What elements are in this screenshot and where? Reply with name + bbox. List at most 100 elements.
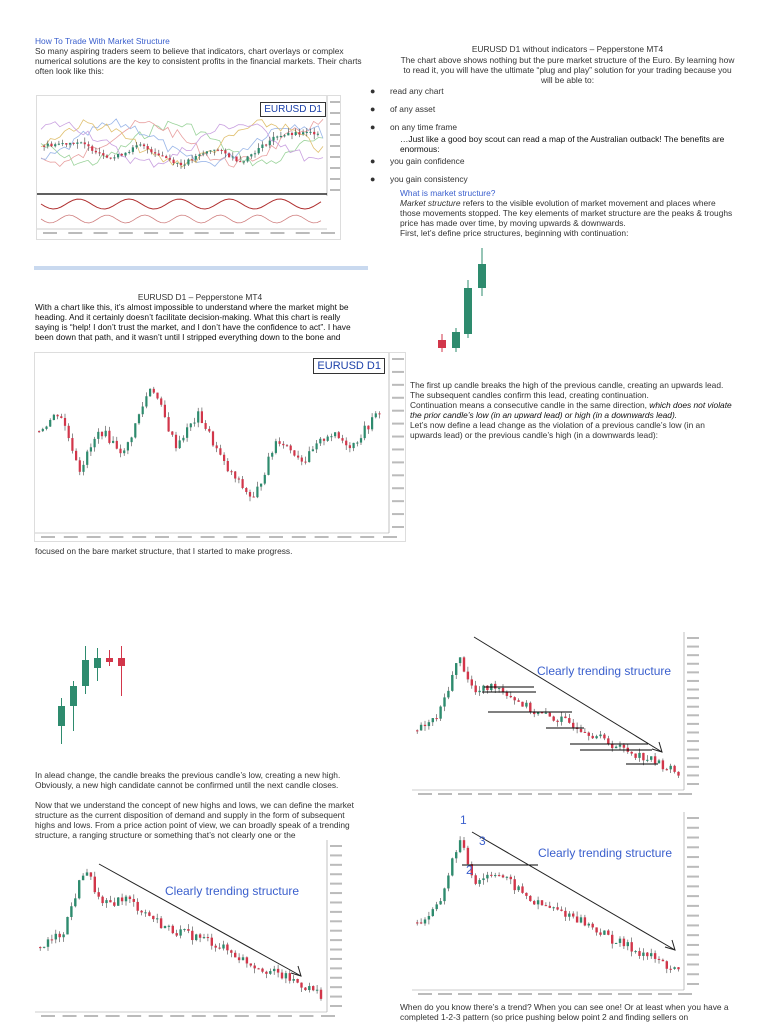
candle-body — [100, 431, 104, 437]
candle-body — [313, 131, 316, 135]
candle-body — [447, 690, 450, 698]
candle-body — [226, 944, 229, 951]
candle-body — [137, 414, 141, 424]
candle-body — [72, 142, 75, 144]
price-tick-label — [392, 448, 404, 451]
time-tick-label — [321, 1015, 335, 1017]
candle-body — [521, 886, 524, 893]
candle-body — [326, 436, 329, 441]
time-tick-label — [337, 536, 352, 538]
candle-body — [525, 702, 528, 707]
candle-body — [152, 388, 155, 393]
candle-body — [257, 968, 260, 970]
candle-body — [272, 136, 275, 141]
candle-body — [439, 901, 442, 905]
candle-body — [540, 900, 544, 906]
candle-body — [630, 942, 633, 952]
time-tick-label — [558, 993, 572, 995]
candle-body — [235, 156, 238, 162]
price-tick-label — [392, 461, 404, 464]
candle-body — [75, 450, 78, 461]
candle-body — [494, 875, 497, 877]
candle-body — [638, 752, 641, 758]
candle-body — [552, 716, 555, 721]
candle-body — [278, 441, 281, 444]
candle-body — [112, 440, 115, 443]
time-tick-label — [109, 536, 124, 538]
candle-body — [118, 658, 125, 666]
indicator-line — [40, 121, 324, 168]
indicator-line — [40, 119, 324, 168]
candle-body — [283, 135, 286, 137]
candle-body — [673, 967, 676, 969]
candle-body — [78, 880, 81, 899]
price-tick-label — [687, 714, 699, 717]
candle-body — [209, 150, 212, 152]
candle-body — [552, 907, 555, 909]
time-tick-label — [518, 793, 532, 795]
definition-paragraph: Market structure refers to the visible e… — [400, 198, 733, 228]
candle-body — [172, 159, 175, 164]
candle-body — [587, 923, 590, 926]
candle-body — [268, 140, 271, 146]
candle-body — [464, 288, 472, 334]
price-tick-label — [330, 873, 342, 876]
section-heading-market-structure[interactable]: What is market structure? — [400, 188, 496, 198]
candle-body — [54, 144, 57, 147]
candle-body — [661, 760, 665, 770]
price-tick-label — [687, 875, 699, 878]
price-tick-label — [687, 856, 699, 859]
candle-body — [46, 143, 49, 146]
candle-body — [80, 142, 83, 144]
candle-body — [274, 441, 277, 453]
candle-body — [124, 152, 127, 156]
continuation-candles — [438, 248, 486, 352]
price-tick-label — [330, 882, 342, 885]
candle-body — [458, 657, 462, 664]
time-tick-label — [658, 993, 672, 995]
candle-body — [131, 147, 134, 152]
price-tick-label — [392, 383, 404, 386]
candle-body — [568, 718, 571, 723]
candle-body — [634, 753, 637, 758]
scout-quote: …Just like a good boy scout can read a m… — [400, 134, 725, 154]
trend-arrowhead — [290, 965, 302, 977]
candle-body — [241, 479, 244, 489]
candle-body — [234, 471, 237, 479]
time-tick-label — [41, 1015, 55, 1017]
candle-body — [265, 971, 268, 974]
candle-body — [451, 858, 454, 876]
time-tick-label — [270, 232, 285, 234]
candle-body — [57, 143, 60, 145]
candle-body — [189, 423, 192, 428]
candle-body — [159, 918, 163, 929]
article-heading[interactable]: How To Trade With Market Structure — [35, 36, 170, 46]
candle-body — [455, 663, 458, 675]
price-tick-label — [330, 101, 340, 103]
candle-body — [296, 978, 299, 983]
candle-body — [290, 132, 294, 136]
candle-body — [312, 986, 315, 991]
time-tick-label — [418, 993, 432, 995]
candle-body — [253, 153, 257, 155]
time-tick-label — [438, 993, 452, 995]
price-tick-label — [330, 167, 340, 169]
candle-body — [560, 909, 563, 911]
candle-body — [486, 874, 489, 879]
candle-body — [214, 945, 217, 948]
price-tick-label — [687, 722, 699, 725]
time-tick-label — [418, 793, 432, 795]
candle-body — [544, 905, 548, 907]
price-tick-label — [687, 748, 699, 751]
price-tick-label — [330, 863, 342, 866]
candle-body — [435, 904, 438, 910]
candle-body — [179, 929, 182, 936]
candle-body — [583, 731, 587, 733]
candle-body — [650, 953, 653, 957]
price-tick-label — [392, 358, 404, 360]
price-tick-label — [687, 662, 699, 665]
candle-body — [117, 897, 120, 906]
time-tick-label — [458, 793, 472, 795]
candle-body — [359, 438, 363, 443]
candle-body — [120, 153, 123, 156]
